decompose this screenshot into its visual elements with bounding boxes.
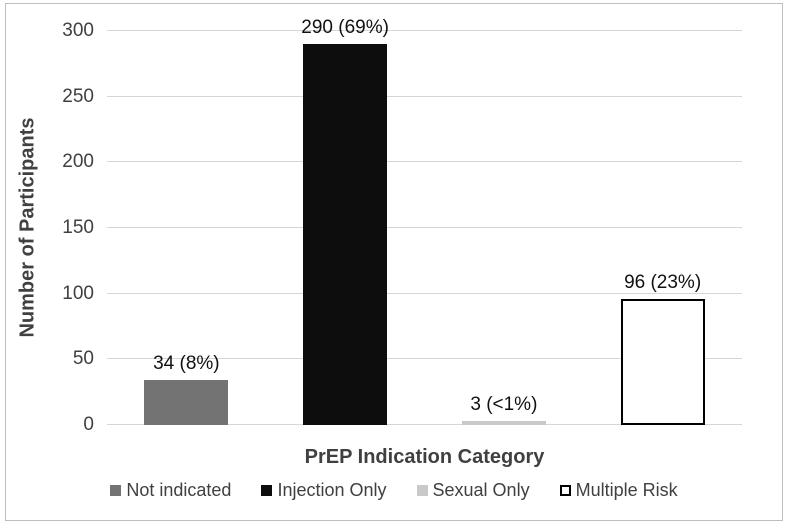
legend-swatch-icon xyxy=(559,485,571,496)
bar-not-indicated xyxy=(144,380,229,425)
y-tick-label-250: 250 xyxy=(62,85,94,107)
legend-swatch-icon xyxy=(416,485,428,496)
gridline-300 xyxy=(107,30,742,31)
y-tick-label-50: 50 xyxy=(72,348,94,370)
legend-label: Injection Only xyxy=(277,480,387,500)
gridline-150 xyxy=(107,227,742,228)
legend-item-sexual-only: Sexual Only xyxy=(416,480,530,501)
plot-area: 34 (8%) 290 (69%) 3 (<1%) 96 (23%) xyxy=(107,17,742,425)
bar-value-label-not-indicated: 34 (8%) xyxy=(153,353,220,375)
bar-multiple-risk xyxy=(620,298,705,425)
legend: Not indicated Injection Only Sexual Only Mu… xyxy=(6,480,782,501)
legend-label: Sexual Only xyxy=(432,480,530,500)
gridline-100 xyxy=(107,292,742,294)
legend-item-not-indicated: Not indicated xyxy=(110,480,231,501)
legend-item-multiple-risk: Multiple Risk xyxy=(559,480,678,501)
y-tick-label-0: 0 xyxy=(83,414,94,435)
gridline-50 xyxy=(107,358,742,360)
bar-sexual-only xyxy=(461,421,546,425)
y-tick-label-300: 300 xyxy=(62,20,94,41)
legend-swatch-icon xyxy=(110,485,122,496)
bar-value-label-injection-only: 290 (69%) xyxy=(301,17,389,39)
bar-value-label-multiple-risk: 96 (23%) xyxy=(624,271,702,293)
legend-swatch-icon xyxy=(261,485,273,496)
y-tick-label-200: 200 xyxy=(62,151,94,173)
gridline-0 xyxy=(107,424,742,425)
y-tick-label-100: 100 xyxy=(62,282,94,304)
y-tick-label-150: 150 xyxy=(62,217,94,238)
gridline-250 xyxy=(107,95,742,97)
chart-frame: Number of Participants 0 50 100 150 200 250 30… xyxy=(5,3,783,521)
legend-item-injection-only: Injection Only xyxy=(261,480,387,501)
legend-label: Multiple Risk xyxy=(575,480,678,500)
legend-label: Not indicated xyxy=(126,480,232,500)
x-axis-title: PrEP Indication Category xyxy=(304,446,545,468)
bar-injection-only xyxy=(303,44,388,425)
gridline-200 xyxy=(107,161,742,163)
bar-value-label-sexual-only: 3 (<1%) xyxy=(470,394,538,416)
